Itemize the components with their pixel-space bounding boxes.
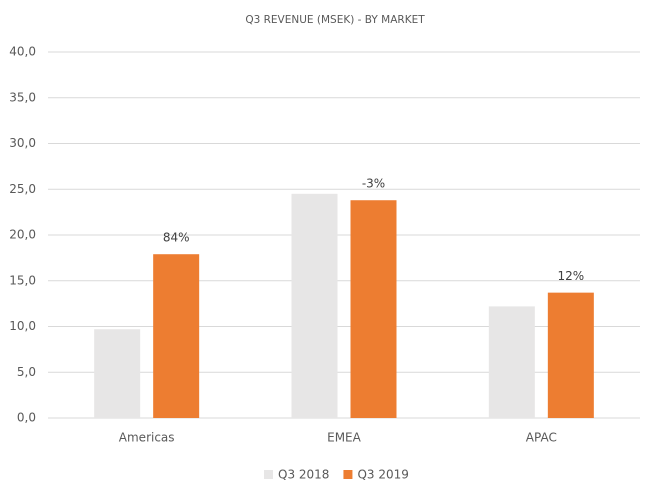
- x-tick-label: APAC: [526, 431, 557, 445]
- bar-annotation: 84%: [163, 231, 190, 245]
- y-tick-label: 35,0: [9, 90, 36, 104]
- x-tick-label: EMEA: [327, 431, 362, 445]
- y-tick-label: 10,0: [9, 319, 36, 333]
- legend-swatch: [264, 470, 273, 479]
- y-tick-label: 20,0: [9, 228, 36, 242]
- y-tick-label: 5,0: [17, 365, 36, 379]
- y-tick-label: 40,0: [9, 45, 36, 59]
- legend-label: Q3 2019: [357, 468, 408, 482]
- bar: [291, 193, 338, 418]
- x-tick-label: Americas: [119, 431, 175, 445]
- y-tick-label: 0,0: [17, 411, 36, 425]
- bar: [547, 292, 594, 418]
- bar-annotation: -3%: [362, 177, 385, 191]
- bar: [94, 329, 141, 418]
- legend-swatch: [343, 470, 353, 479]
- bar: [350, 200, 397, 418]
- bar-annotation: 12%: [557, 269, 584, 283]
- legend-label: Q3 2018: [278, 468, 329, 482]
- y-tick-label: 25,0: [9, 182, 36, 196]
- bar: [488, 306, 535, 418]
- y-tick-label: 30,0: [9, 136, 36, 150]
- y-tick-label: 15,0: [9, 273, 36, 287]
- chart-title: Q3 REVENUE (MSEK) - BY MARKET: [245, 14, 425, 26]
- bar: [153, 254, 200, 418]
